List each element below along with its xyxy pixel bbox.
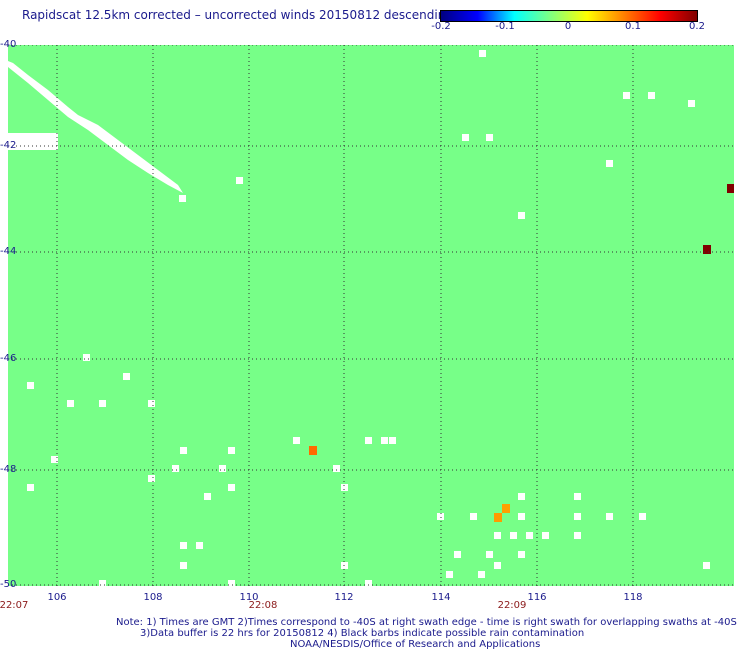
no-data-cell [99, 580, 106, 586]
colorbar [440, 10, 698, 22]
no-data-cell [639, 513, 646, 520]
wind-diff-cell [502, 504, 510, 513]
no-data-cell [27, 484, 34, 491]
no-data-cell [333, 465, 340, 472]
no-data-cell [648, 92, 655, 99]
lat-tick-label: -44 [0, 246, 17, 257]
colorbar-tick-label: -0.1 [495, 21, 515, 32]
colorbar-tick-label: 0.1 [625, 21, 641, 32]
no-data-cell [486, 551, 493, 558]
no-data-cell [510, 532, 517, 539]
no-data-cell [180, 447, 187, 454]
no-data-cell [204, 493, 211, 500]
no-data-cell [478, 571, 485, 578]
no-data-cell [518, 551, 525, 558]
no-data-cell [236, 177, 243, 184]
lon-tick-label: 106 [47, 592, 67, 603]
no-data-cell [454, 551, 461, 558]
footnote-line-1: Note: 1) Times are GMT 2)Times correspon… [116, 617, 737, 628]
no-data-cell [542, 532, 549, 539]
no-data-cell [51, 456, 58, 463]
no-data-cell [518, 513, 525, 520]
no-data-cell [123, 373, 130, 380]
no-data-cell [365, 437, 372, 444]
colorbar-tick-label: 0 [564, 21, 572, 32]
lat-tick-label: -40 [0, 39, 17, 50]
no-data-cell [518, 212, 525, 219]
no-data-cell [293, 437, 300, 444]
lat-tick-label: -50 [0, 579, 17, 590]
lon-tick-label: 114 [431, 592, 451, 603]
no-data-cell [526, 532, 533, 539]
time-label: 22:08 [248, 600, 278, 611]
no-data-cell [148, 475, 155, 482]
wind-diff-cell [703, 245, 711, 254]
no-data-cell [196, 542, 203, 549]
no-data-cell [494, 532, 501, 539]
colorbar-tick-label: 0.2 [689, 21, 705, 32]
no-data-cell [27, 382, 34, 389]
colorbar-tick-label: -0.2 [431, 21, 451, 32]
no-data-cell [479, 50, 486, 57]
no-data-region [8, 61, 183, 193]
map-plot-area [8, 45, 734, 586]
footnote-credit: NOAA/NESDIS/Office of Research and Appli… [290, 639, 541, 650]
no-data-cell [228, 580, 235, 586]
no-data-cell [486, 134, 493, 141]
no-data-cell [494, 562, 501, 569]
lon-tick-label: 118 [623, 592, 643, 603]
no-data-cell [365, 580, 372, 586]
no-data-cell [180, 542, 187, 549]
lon-tick-label: 110 [239, 592, 259, 603]
no-data-cell [99, 400, 106, 407]
no-data-cell [67, 400, 74, 407]
no-data-cell [219, 465, 226, 472]
lat-tick-label: -48 [0, 464, 17, 475]
no-data-cell [623, 92, 630, 99]
no-data-cell [606, 513, 613, 520]
no-data-cell [381, 437, 388, 444]
no-data-cell [462, 134, 469, 141]
lon-tick-label: 108 [143, 592, 163, 603]
no-data-cell [148, 400, 155, 407]
no-data-cell [446, 571, 453, 578]
lat-tick-label: -46 [0, 353, 17, 364]
no-data-cell [228, 447, 235, 454]
map-title: Rapidscat 12.5km corrected – uncorrected… [22, 8, 453, 22]
time-label: 22:07 [0, 600, 29, 611]
no-data-cell [179, 195, 186, 202]
no-data-cell [574, 513, 581, 520]
map-svg [8, 45, 734, 586]
no-data-cell [574, 493, 581, 500]
no-data-cell [180, 562, 187, 569]
lon-tick-label: 116 [527, 592, 547, 603]
no-data-cell [574, 532, 581, 539]
lat-tick-label: -42 [0, 140, 17, 151]
no-data-cell [172, 465, 179, 472]
wind-diff-cell [309, 446, 317, 455]
no-data-cell [341, 484, 348, 491]
no-data-cell [518, 493, 525, 500]
lon-tick-label: 112 [334, 592, 354, 603]
wind-diff-cell [494, 513, 502, 522]
time-label: 22:09 [497, 600, 527, 611]
no-data-cell [83, 354, 90, 361]
no-data-cell [228, 484, 235, 491]
no-data-cell [389, 437, 396, 444]
no-data-cell [703, 562, 710, 569]
no-data-cell [437, 513, 444, 520]
footnote-line-2: 3)Data buffer is 22 hrs for 20150812 4) … [140, 628, 585, 639]
no-data-cell [606, 160, 613, 167]
no-data-cell [688, 100, 695, 107]
wind-diff-cell [727, 184, 734, 193]
no-data-cell [470, 513, 477, 520]
